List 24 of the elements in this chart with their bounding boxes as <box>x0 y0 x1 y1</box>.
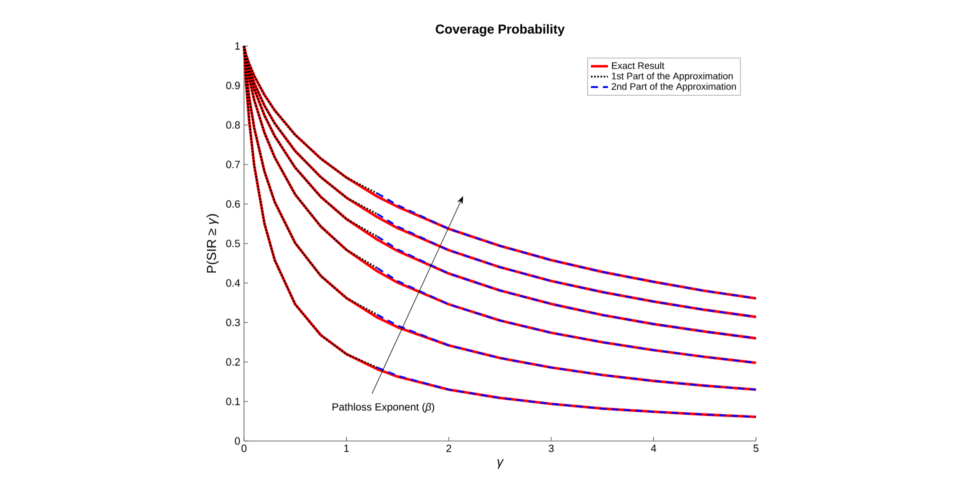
y-tick-label: 0.2 <box>226 358 240 366</box>
legend-label: 2nd Part of the Approximation <box>612 82 736 92</box>
x-tick-label: 0 <box>242 444 247 452</box>
x-tick-label: 2 <box>446 444 452 452</box>
x-tick-label: 3 <box>548 444 554 452</box>
x-axis-title: γ <box>497 459 504 469</box>
y-tick-label: 0.8 <box>226 121 240 129</box>
y-tick-label: 0.5 <box>226 240 240 248</box>
y-tick-label: 1 <box>235 42 240 50</box>
y-tick-label: 0.3 <box>226 318 240 326</box>
legend-label: Exact Result <box>612 62 664 69</box>
x-tick-label: 5 <box>754 444 758 452</box>
y-tick-label: 0.4 <box>226 279 240 287</box>
legend-label: 1st Part of the Approximation <box>612 72 733 82</box>
y-tick-label: 0.7 <box>226 160 240 168</box>
y-tick-label: 0.9 <box>226 82 240 90</box>
y-axis-title: P(SIR ≥ γ) <box>206 214 219 273</box>
x-tick-label: 4 <box>650 444 656 452</box>
x-tick-label: 1 <box>344 444 349 452</box>
y-tick-label: 0 <box>234 437 240 445</box>
chart-title: Coverage Probability <box>436 24 565 36</box>
y-tick-label: 0.1 <box>226 398 240 406</box>
y-tick-label: 0.6 <box>226 200 240 208</box>
annotation: Pathloss Exponent (β) <box>332 402 434 413</box>
